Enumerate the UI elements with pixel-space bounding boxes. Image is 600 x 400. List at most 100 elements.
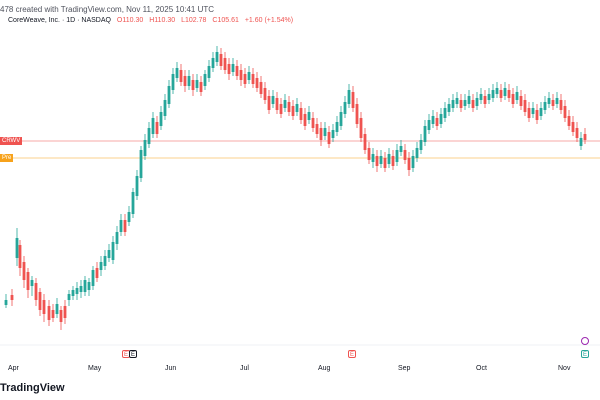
candle[interactable] xyxy=(335,116,339,136)
candle[interactable] xyxy=(30,276,34,296)
candle[interactable] xyxy=(103,250,107,270)
candle[interactable] xyxy=(139,146,143,182)
candle[interactable] xyxy=(159,106,163,130)
candle[interactable] xyxy=(251,68,255,88)
candle[interactable] xyxy=(111,236,115,264)
candle[interactable] xyxy=(559,94,563,114)
candle[interactable] xyxy=(95,262,99,282)
candle[interactable] xyxy=(215,46,219,66)
candle[interactable] xyxy=(91,266,95,290)
candle[interactable] xyxy=(183,70,187,92)
candle[interactable] xyxy=(87,278,91,296)
candle[interactable] xyxy=(119,214,123,236)
candle[interactable] xyxy=(199,76,203,96)
candle[interactable] xyxy=(211,52,215,72)
candle[interactable] xyxy=(227,58,231,80)
candle[interactable] xyxy=(26,268,30,298)
candle[interactable] xyxy=(339,106,343,130)
candle[interactable] xyxy=(391,150,395,170)
candle[interactable] xyxy=(15,228,19,266)
candle[interactable] xyxy=(583,128,587,144)
candle[interactable] xyxy=(487,88,491,104)
candle[interactable] xyxy=(531,102,535,118)
candle[interactable] xyxy=(171,68,175,94)
earnings-marker-nov[interactable]: E xyxy=(581,350,589,358)
candle[interactable] xyxy=(235,60,239,80)
candle[interactable] xyxy=(115,226,119,250)
candle[interactable] xyxy=(10,289,14,306)
candle[interactable] xyxy=(403,144,407,164)
candle[interactable] xyxy=(175,62,179,82)
candle[interactable] xyxy=(423,120,427,146)
dividend-marker-may[interactable]: E xyxy=(129,350,137,358)
candle[interactable] xyxy=(51,304,55,322)
candle[interactable] xyxy=(59,306,63,330)
candle[interactable] xyxy=(107,244,111,262)
candle[interactable] xyxy=(239,64,243,86)
candle[interactable] xyxy=(67,290,71,306)
candle[interactable] xyxy=(323,122,327,140)
candle[interactable] xyxy=(375,150,379,172)
candle[interactable] xyxy=(283,94,287,112)
candle[interactable] xyxy=(467,90,471,108)
candle[interactable] xyxy=(551,94,555,110)
candle[interactable] xyxy=(539,102,543,120)
candle[interactable] xyxy=(71,286,75,300)
candle[interactable] xyxy=(135,170,139,200)
candle[interactable] xyxy=(503,82,507,100)
candle[interactable] xyxy=(47,300,51,326)
candle[interactable] xyxy=(151,112,155,138)
candle[interactable] xyxy=(99,256,103,276)
candle[interactable] xyxy=(371,148,375,168)
candle[interactable] xyxy=(75,282,79,300)
candle[interactable] xyxy=(351,86,355,112)
candle[interactable] xyxy=(515,86,519,104)
candle[interactable] xyxy=(279,98,283,118)
candle[interactable] xyxy=(327,126,331,148)
candle[interactable] xyxy=(411,150,415,172)
candle[interactable] xyxy=(555,92,559,108)
candle[interactable] xyxy=(407,152,411,176)
candle[interactable] xyxy=(519,90,523,110)
candle[interactable] xyxy=(147,122,151,148)
candle[interactable] xyxy=(379,150,383,168)
candle[interactable] xyxy=(507,84,511,102)
candle[interactable] xyxy=(571,116,575,136)
candle[interactable] xyxy=(543,96,547,114)
candle[interactable] xyxy=(187,70,191,90)
candle[interactable] xyxy=(363,128,367,154)
candle[interactable] xyxy=(295,98,299,116)
candle[interactable] xyxy=(567,110,571,130)
candle[interactable] xyxy=(367,142,371,164)
candle[interactable] xyxy=(131,188,135,218)
candle[interactable] xyxy=(431,110,435,128)
candle[interactable] xyxy=(535,104,539,124)
candle[interactable] xyxy=(231,58,235,76)
candle[interactable] xyxy=(383,152,387,172)
earnings-marker-aug[interactable]: E xyxy=(348,350,356,358)
candle[interactable] xyxy=(263,82,267,104)
candle[interactable] xyxy=(575,122,579,142)
candle[interactable] xyxy=(427,114,431,134)
candle[interactable] xyxy=(38,288,42,316)
candle[interactable] xyxy=(55,298,59,318)
candle[interactable] xyxy=(579,132,583,150)
candle[interactable] xyxy=(415,142,419,162)
candle[interactable] xyxy=(179,64,183,86)
candle[interactable] xyxy=(155,116,159,138)
candle[interactable] xyxy=(303,108,307,130)
candle[interactable] xyxy=(191,74,195,96)
candle[interactable] xyxy=(18,240,22,276)
candle[interactable] xyxy=(439,108,443,128)
candle[interactable] xyxy=(451,94,455,112)
candle[interactable] xyxy=(163,94,167,120)
candle[interactable] xyxy=(247,66,251,84)
candle[interactable] xyxy=(359,112,363,142)
candle[interactable] xyxy=(459,94,463,112)
candle[interactable] xyxy=(259,76,263,98)
candle[interactable] xyxy=(79,280,83,298)
candle[interactable] xyxy=(123,214,127,236)
candle[interactable] xyxy=(547,92,551,108)
candle[interactable] xyxy=(4,294,8,308)
candle[interactable] xyxy=(523,94,527,116)
